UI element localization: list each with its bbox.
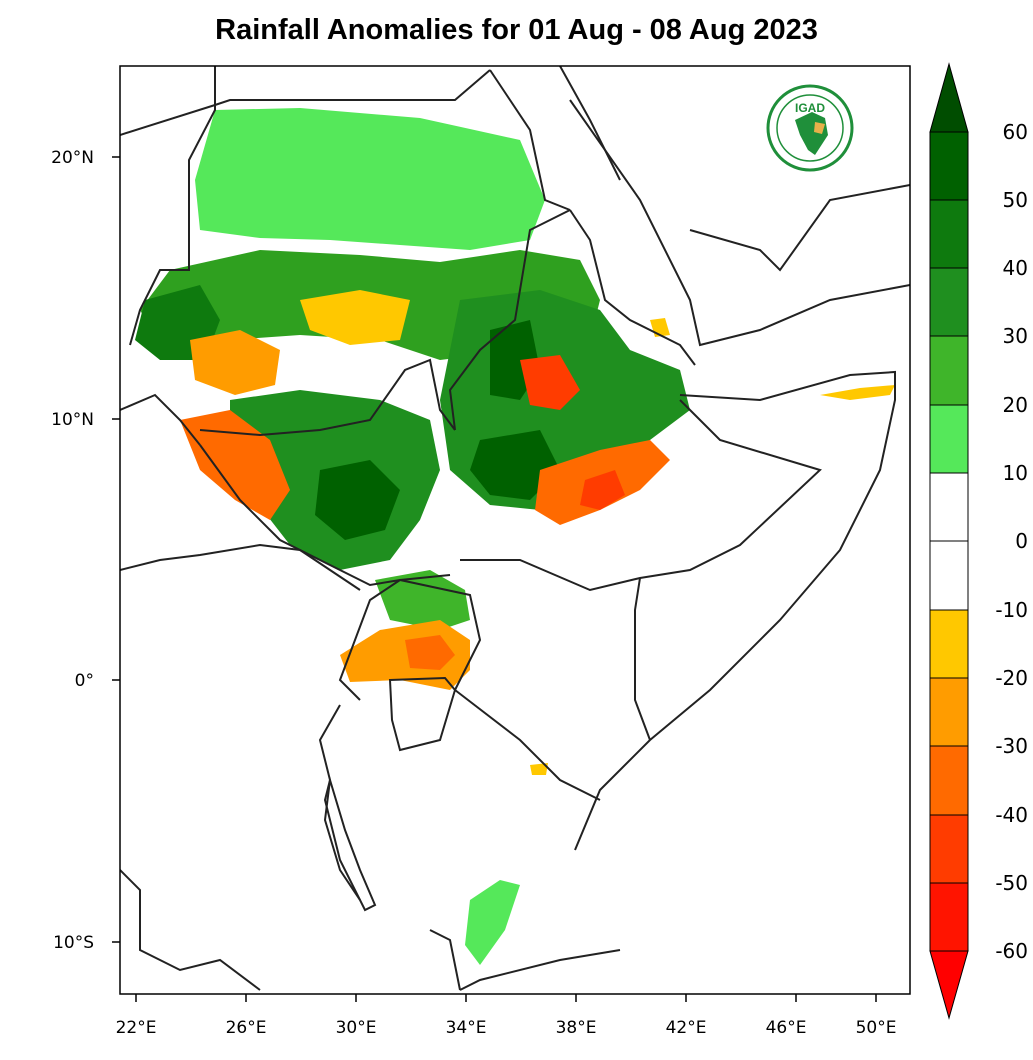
boundary-eritrea xyxy=(569,209,696,366)
boundary-arabian-peninsula xyxy=(689,184,910,272)
y-tick-label: 0° xyxy=(75,671,94,691)
x-tick-label: 26°E xyxy=(226,1018,267,1038)
country-boundaries xyxy=(120,66,910,991)
x-tick-label: 22°E xyxy=(116,1018,157,1038)
colorbar-top-arrow xyxy=(929,62,969,133)
boundary-red-sea-coast xyxy=(489,69,571,211)
x-tick-label: 30°E xyxy=(336,1018,377,1038)
boundary-mozambique xyxy=(459,949,621,991)
dry-anomaly-south-sudan-west xyxy=(180,410,290,520)
boundary-zambia xyxy=(120,869,261,991)
boundary-kenya xyxy=(634,577,651,741)
colorbar-segment xyxy=(929,609,969,679)
colorbar-label: 40 xyxy=(1003,256,1028,280)
wet-anomaly-tanzania-south xyxy=(465,880,520,965)
colorbar-bottom-arrow xyxy=(929,950,969,1020)
y-tick-label: 10°N xyxy=(51,410,94,430)
dry-anomaly-somalia-north xyxy=(820,385,895,400)
dry-anomaly-central-sudan xyxy=(300,290,410,345)
map-title: Rainfall Anomalies for 01 Aug - 08 Aug 2… xyxy=(215,14,818,46)
y-tick-label: 10°S xyxy=(53,933,94,953)
colorbar-segment xyxy=(929,814,969,884)
colorbar: 60 50 40 30 20 10 0 -10 -20 -30 -40 -50 … xyxy=(929,62,1028,1020)
boundary-uganda xyxy=(338,578,482,701)
boundary-kenya-tanzania xyxy=(454,689,601,801)
y-tick-label: 20°N xyxy=(51,148,94,168)
colorbar-label: 10 xyxy=(1003,461,1028,485)
colorbar-segment xyxy=(929,745,969,816)
axis-ticks xyxy=(112,156,877,1002)
wet-anomaly-ethiopia-core xyxy=(470,430,560,500)
colorbar-label: 0 xyxy=(1015,529,1028,553)
boundary-drc-south xyxy=(120,543,361,591)
x-tick-label: 46°E xyxy=(766,1018,807,1038)
dry-anomaly-tanzania-spot xyxy=(530,763,548,775)
logo-text: IGAD xyxy=(795,101,825,115)
boundary-libya-egypt-sudan xyxy=(129,66,216,346)
x-tick-label: 34°E xyxy=(446,1018,487,1038)
igad-logo-icon: IGAD xyxy=(766,84,854,172)
x-tick-label: 38°E xyxy=(556,1018,597,1038)
colorbar-label: -30 xyxy=(995,734,1028,758)
dry-anomaly-uganda-core xyxy=(405,635,455,670)
boundary-sudan-south-sudan xyxy=(199,358,456,437)
colorbar-label: 50 xyxy=(1003,188,1028,212)
colorbar-label: -40 xyxy=(995,803,1028,827)
colorbar-segment xyxy=(929,267,969,337)
boundary-arabian-coast xyxy=(569,99,910,347)
wet-anomaly-sudan-north xyxy=(195,108,545,250)
boundary-ethiopia-west xyxy=(448,209,571,431)
colorbar-label: 20 xyxy=(1003,393,1028,417)
colorbar-segment xyxy=(929,335,969,406)
colorbar-label: -20 xyxy=(995,666,1028,690)
boundary-somalia-coast xyxy=(574,370,896,851)
dry-anomaly-ethiopia-core xyxy=(520,355,580,410)
colorbar-label: -50 xyxy=(995,871,1028,895)
map-frame xyxy=(119,65,911,995)
boundary-chad xyxy=(120,393,201,446)
boundary-rwanda-burundi xyxy=(318,704,361,901)
dry-anomaly-ethiopia-south-inner xyxy=(580,470,625,510)
boundary-malawi xyxy=(429,929,461,991)
boundary-egypt-sudan xyxy=(120,69,491,136)
wet-anomaly-south-sudan-core xyxy=(315,460,400,540)
boundary-ethiopia-somalia xyxy=(460,399,822,592)
colorbar-segment xyxy=(929,677,969,747)
colorbar-label: 30 xyxy=(1003,324,1028,348)
colorbar-label: 60 xyxy=(1003,120,1028,144)
boundary-lake-tanganyika xyxy=(323,776,377,912)
colorbar-segment xyxy=(929,472,969,542)
x-tick-label: 50°E xyxy=(856,1018,897,1038)
dry-anomaly-sudan-west xyxy=(190,330,280,395)
colorbar-label: -10 xyxy=(995,598,1028,622)
anomaly-field xyxy=(135,108,895,965)
wet-anomaly-uganda xyxy=(375,570,470,630)
colorbar-segment xyxy=(929,540,969,611)
boundary-arabia-north xyxy=(559,66,621,181)
colorbar-segment xyxy=(929,882,969,952)
y-axis-labels: 20°N 10°N 0° 10°S xyxy=(51,148,94,953)
colorbar-segment xyxy=(929,131,969,201)
colorbar-segment xyxy=(929,199,969,269)
x-axis-labels: 22°E 26°E 30°E 34°E 38°E 42°E 46°E 50°E xyxy=(116,1018,897,1038)
boundary-lake-victoria xyxy=(388,676,457,752)
x-tick-label: 42°E xyxy=(666,1018,707,1038)
colorbar-segment xyxy=(929,404,969,474)
colorbar-label: -60 xyxy=(995,939,1028,963)
